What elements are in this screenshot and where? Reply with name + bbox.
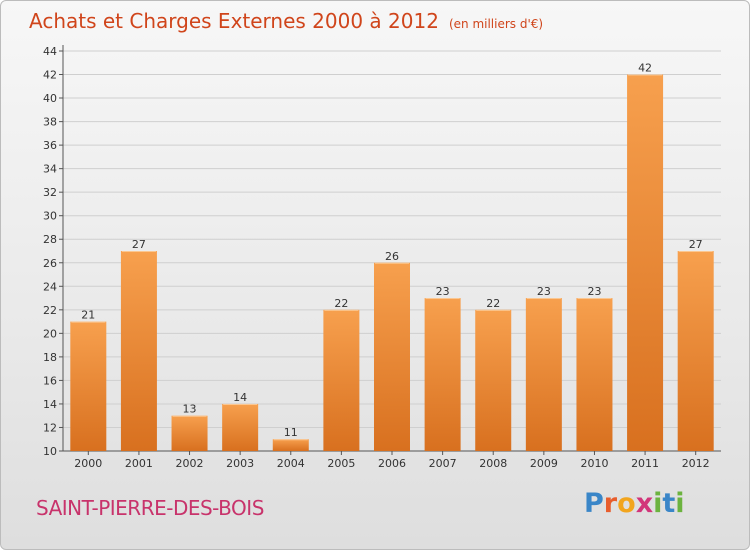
chart-title: Achats et Charges Externes 2000 à 2012 (e… xyxy=(29,9,543,33)
labels: 10 12 14 16 18 20 22 24 26 28 30 32 34 36 38 40 42 44 21 20… xyxy=(43,45,710,470)
bar xyxy=(525,298,562,451)
logo-letter: P xyxy=(584,488,604,519)
data-label: 22 xyxy=(334,297,348,310)
logo-letter: r xyxy=(603,488,618,519)
y-tick-label: 40 xyxy=(43,92,57,105)
logo-letter: x xyxy=(635,488,654,519)
logo-letter: i xyxy=(675,488,685,519)
data-label: 22 xyxy=(486,297,500,310)
x-tick-label: 2007 xyxy=(429,457,457,470)
data-label: 14 xyxy=(233,391,247,404)
x-tick-label: 2009 xyxy=(530,457,558,470)
y-tick-label: 10 xyxy=(43,445,57,458)
y-tick-label: 16 xyxy=(43,374,57,387)
y-tick-label: 30 xyxy=(43,210,57,223)
x-tick-label: 2001 xyxy=(125,457,153,470)
y-tick-label: 42 xyxy=(43,69,57,82)
x-tick-label: 2012 xyxy=(682,457,710,470)
y-tick-label: 34 xyxy=(43,163,57,176)
x-tick-label: 2004 xyxy=(277,457,305,470)
chart-title-text: Achats et Charges Externes 2000 à 2012 xyxy=(29,9,439,33)
y-tick-label: 18 xyxy=(43,351,57,364)
data-label: 42 xyxy=(638,62,652,75)
y-tick-label: 26 xyxy=(43,257,57,270)
y-tick-label: 32 xyxy=(43,186,57,199)
x-tick-label: 2005 xyxy=(327,457,355,470)
x-tick-label: 2003 xyxy=(226,457,254,470)
x-tick-label: 2011 xyxy=(631,457,659,470)
x-tick-label: 2006 xyxy=(378,457,406,470)
bar xyxy=(424,298,461,451)
y-tick-label: 22 xyxy=(43,304,57,317)
bar xyxy=(272,439,309,451)
y-tick-label: 14 xyxy=(43,398,57,411)
data-label: 23 xyxy=(587,285,601,298)
bar xyxy=(120,251,157,451)
bar xyxy=(677,251,714,451)
bar xyxy=(323,309,360,451)
chart-unit: (en milliers d'€) xyxy=(448,17,544,31)
proxiti-logo[interactable]: Proxiti xyxy=(584,488,685,519)
x-tick-label: 2008 xyxy=(479,457,507,470)
y-tick-label: 36 xyxy=(43,139,57,152)
y-tick-label: 28 xyxy=(43,233,57,246)
bar xyxy=(374,262,410,451)
y-tick-label: 24 xyxy=(43,280,57,293)
bars xyxy=(70,74,714,451)
data-label: 13 xyxy=(183,403,197,416)
logo-letter: o xyxy=(617,488,636,519)
y-tick-label: 44 xyxy=(43,45,57,58)
bar xyxy=(576,298,613,451)
data-label: 11 xyxy=(284,426,298,439)
bar xyxy=(70,321,107,451)
bar xyxy=(627,74,664,451)
data-label: 26 xyxy=(385,250,399,263)
data-label: 27 xyxy=(132,238,146,251)
logo-letter: t xyxy=(662,488,676,519)
place-name: SAINT-PIERRE-DES-BOIS xyxy=(36,496,264,520)
x-tick-label: 2010 xyxy=(580,457,608,470)
data-label: 21 xyxy=(81,309,95,322)
data-label: 27 xyxy=(689,238,703,251)
data-label: 23 xyxy=(436,285,450,298)
data-label: 23 xyxy=(537,285,551,298)
y-tick-label: 38 xyxy=(43,116,57,129)
y-tick-label: 20 xyxy=(43,327,57,340)
x-tick-label: 2002 xyxy=(176,457,204,470)
bar xyxy=(171,415,208,451)
bar xyxy=(475,309,512,451)
bar xyxy=(222,403,259,451)
logo-letter: i xyxy=(653,488,663,519)
y-tick-label: 12 xyxy=(43,421,57,434)
x-tick-label: 2000 xyxy=(74,457,102,470)
